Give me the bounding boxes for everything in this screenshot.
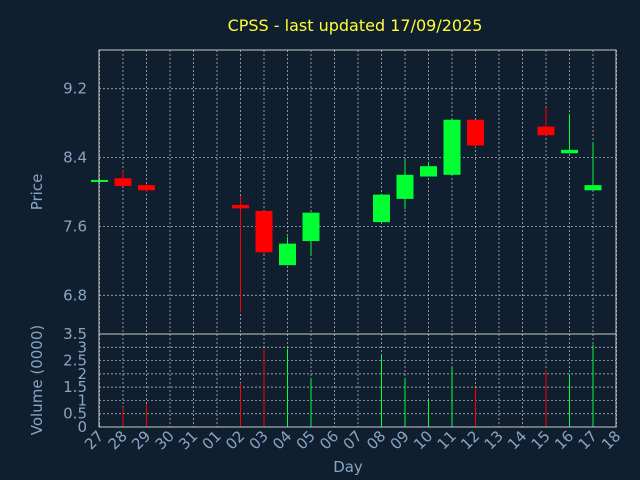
candle-body xyxy=(279,243,296,266)
day-tick-label: 02 xyxy=(222,427,248,453)
day-tick-label: 08 xyxy=(363,427,389,453)
day-tick-label: 28 xyxy=(105,427,131,453)
volume-tick-label: 3.5 xyxy=(63,325,87,343)
candle-body xyxy=(561,149,578,154)
volume-tick-label: 2 xyxy=(77,365,87,383)
candle-body xyxy=(232,204,249,209)
volume-grid xyxy=(99,333,617,428)
price-tick-label: 8.4 xyxy=(63,149,87,167)
candle-body xyxy=(373,194,390,223)
day-tick-label: 29 xyxy=(128,427,154,453)
candle-body xyxy=(443,119,461,175)
candle-body xyxy=(467,119,484,146)
price-axis-label: Price xyxy=(28,174,46,211)
candle-body xyxy=(255,210,273,253)
candle-body xyxy=(537,126,555,136)
volume-tick-label: 0.5 xyxy=(63,405,87,423)
day-tick-label: 09 xyxy=(387,427,413,453)
volume-tick-label: 2.5 xyxy=(63,352,87,370)
day-tick-label: 17 xyxy=(575,427,601,453)
day-tick-label: 14 xyxy=(504,427,530,453)
day-axis-ticks: 2728293031010203040506070809101112131415… xyxy=(81,427,624,453)
day-tick-label: 18 xyxy=(598,427,624,453)
candle-body xyxy=(138,185,155,191)
candle-body xyxy=(114,178,132,186)
day-tick-label: 13 xyxy=(481,427,507,453)
candle-body xyxy=(396,174,414,199)
volume-axis-ticks: 00.511.522.533.5 xyxy=(63,325,87,436)
volume-panel-frame xyxy=(98,333,617,428)
day-tick-label: 04 xyxy=(269,427,295,453)
volume-tick-label: 1.5 xyxy=(63,378,87,396)
volume-tick-label: 1 xyxy=(77,391,87,409)
volume-bars xyxy=(99,344,594,427)
day-tick-label: 12 xyxy=(457,427,483,453)
day-tick-label: 31 xyxy=(175,427,201,453)
price-candles xyxy=(91,107,602,313)
price-axis-ticks: 6.8 7.6 8.4 9.2 xyxy=(63,80,87,305)
day-tick-label: 16 xyxy=(551,427,577,453)
day-tick-label: 30 xyxy=(152,427,178,453)
price-tick-label: 7.6 xyxy=(63,217,87,235)
day-tick-label: 03 xyxy=(246,427,272,453)
day-tick-label: 07 xyxy=(340,427,366,453)
price-grid xyxy=(99,50,617,334)
volume-axis-label: Volume (0000) xyxy=(28,325,46,435)
day-tick-label: 10 xyxy=(410,427,436,453)
day-tick-label: 11 xyxy=(434,427,460,453)
candle-body xyxy=(420,166,437,177)
day-tick-label: 15 xyxy=(528,427,554,453)
volume-tick-label: 3 xyxy=(77,338,87,356)
day-axis-label: Day xyxy=(333,458,363,476)
candle-body xyxy=(584,185,602,191)
candle-body xyxy=(302,212,320,242)
volume-tick-label: 0 xyxy=(77,418,87,436)
day-tick-label: 01 xyxy=(199,427,225,453)
chart-title: CPSS - last updated 17/09/2025 xyxy=(228,16,483,35)
price-tick-label: 6.8 xyxy=(63,286,87,304)
price-tick-label: 9.2 xyxy=(63,80,87,98)
day-tick-label: 05 xyxy=(293,427,319,453)
price-panel-frame xyxy=(98,49,617,335)
day-tick-label: 06 xyxy=(316,427,342,453)
